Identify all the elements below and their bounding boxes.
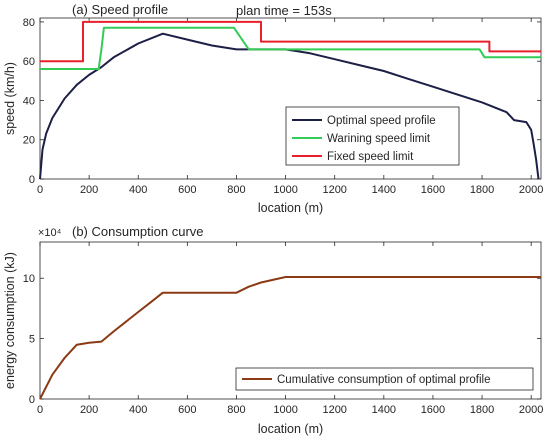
y-tick-label: 0 <box>29 174 35 186</box>
x-tick-label: 1000 <box>273 184 297 196</box>
speed-profile-subplot: 0 200 400 600 800 1000 1200 1400 1600 1800 2000 0 20… <box>3 2 543 215</box>
y-tick-label: 10 <box>23 273 35 285</box>
speed-profile-series <box>39 20 541 180</box>
consumption-series-line-0 <box>39 276 541 400</box>
legend-label-optimal: Optimal speed profile <box>327 115 436 127</box>
x-tick-label: 1200 <box>322 184 346 196</box>
x-tick-label: 1600 <box>421 404 445 416</box>
consumption-legend-box <box>235 367 534 391</box>
speed-profile-title: (a) Speed profile <box>72 2 168 17</box>
x-tick-label: 800 <box>227 184 245 196</box>
y-tick-label: 80 <box>23 17 35 29</box>
y-tick-label: 5 <box>29 334 35 346</box>
legend-label-warning: Warining speed limit <box>327 133 431 145</box>
consumption-title: (b) Consumption curve <box>72 224 204 239</box>
speed-profile-ylabel: speed (km/h) <box>3 62 17 135</box>
x-tick-label: 1400 <box>372 404 396 416</box>
y-tick-label: 60 <box>23 56 35 68</box>
x-tick-label: 200 <box>80 184 98 196</box>
x-tick-label: 800 <box>227 404 245 416</box>
y-tick-label: 0 <box>29 394 35 406</box>
x-tick-label: 2000 <box>519 184 543 196</box>
legend-label-cumulative: Cumulative consumption of optimal profil… <box>277 374 491 386</box>
consumption-ticks: 0 200 400 600 800 1000 1200 1400 1600 1800 2000 0 5 1… <box>23 242 543 416</box>
legend-label-fixed: Fixed speed limit <box>327 151 414 163</box>
x-tick-label: 1600 <box>421 184 445 196</box>
x-tick-label: 200 <box>80 404 98 416</box>
x-tick-label: 1800 <box>470 184 494 196</box>
consumption-subplot: 0 200 400 600 800 1000 1200 1400 1600 1800 2000 0 5 1… <box>3 224 543 436</box>
x-tick-label: 400 <box>129 404 147 416</box>
consumption-xlabel: location (m) <box>258 422 323 436</box>
x-tick-label: 1400 <box>372 184 396 196</box>
speed-profile-legend: Optimal speed profile Warining speed lim… <box>285 106 460 166</box>
x-tick-label: 1000 <box>273 404 297 416</box>
speed-profile-ticks: 0 200 400 600 800 1000 1200 1400 1600 1800 2000 0 20… <box>23 17 544 196</box>
consumption-ylabel: energy consumption (kJ) <box>3 252 17 389</box>
x-tick-label: 600 <box>178 184 196 196</box>
speed-series-line-1 <box>40 26 541 70</box>
x-tick-label: 400 <box>129 184 147 196</box>
x-tick-label: 0 <box>37 404 43 416</box>
consumption-legend: Cumulative consumption of optimal profil… <box>235 367 534 391</box>
x-tick-label: 2000 <box>519 404 543 416</box>
y-tick-label: 40 <box>23 95 35 107</box>
x-tick-label: 1800 <box>470 404 494 416</box>
x-tick-label: 0 <box>37 184 43 196</box>
consumption-exponent-label: ×10⁴ <box>38 227 62 239</box>
y-tick-label: 20 <box>23 135 35 147</box>
x-tick-label: 1200 <box>322 404 346 416</box>
consumption-series <box>39 276 541 400</box>
x-tick-label: 600 <box>178 404 196 416</box>
speed-series-line-2 <box>40 20 541 63</box>
speed-profile-xlabel: location (m) <box>258 201 323 215</box>
plan-time-annotation: plan time = 153s <box>236 3 332 18</box>
